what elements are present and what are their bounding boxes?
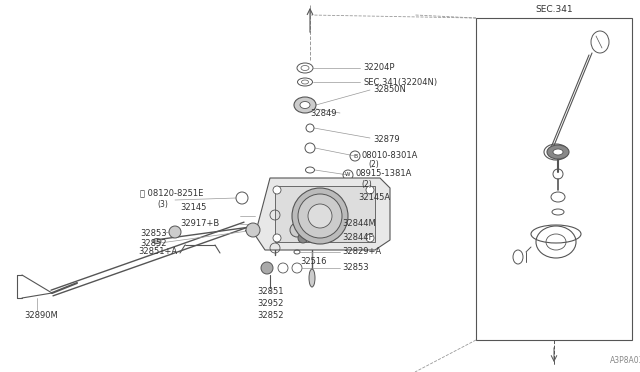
Text: 32829+A: 32829+A: [342, 247, 381, 257]
Text: 32853: 32853: [342, 263, 369, 273]
Circle shape: [298, 194, 342, 238]
Text: W: W: [345, 173, 351, 177]
Text: 32516: 32516: [300, 257, 326, 266]
Text: 32917+B: 32917+B: [180, 219, 220, 228]
Text: 32145: 32145: [180, 203, 206, 212]
Bar: [476, 18, 632, 340]
Text: 32879: 32879: [373, 135, 399, 144]
Text: 32844M: 32844M: [342, 219, 376, 228]
Text: (3): (3): [157, 199, 168, 208]
Ellipse shape: [294, 97, 316, 113]
Text: (2): (2): [361, 180, 372, 189]
Text: 32844F: 32844F: [342, 234, 373, 243]
Circle shape: [366, 186, 374, 194]
Ellipse shape: [547, 145, 569, 159]
Text: 32852: 32852: [140, 238, 166, 247]
Circle shape: [366, 234, 374, 242]
Circle shape: [246, 223, 260, 237]
Ellipse shape: [553, 149, 563, 155]
Text: 32952: 32952: [257, 299, 284, 308]
Ellipse shape: [300, 102, 310, 109]
Text: 32851: 32851: [257, 288, 284, 296]
Bar: [275, 186, 375, 242]
Circle shape: [273, 234, 281, 242]
Text: 32145A: 32145A: [358, 193, 390, 202]
Text: 32204P: 32204P: [363, 64, 394, 73]
Text: A3P8A03/: A3P8A03/: [610, 356, 640, 365]
Text: 32853: 32853: [140, 228, 166, 237]
Circle shape: [169, 226, 181, 238]
Circle shape: [290, 223, 304, 237]
Circle shape: [298, 233, 308, 243]
Text: (2): (2): [368, 160, 379, 170]
Ellipse shape: [153, 238, 161, 244]
Text: 32849: 32849: [310, 109, 337, 118]
Text: B: B: [353, 154, 357, 158]
Circle shape: [273, 186, 281, 194]
Text: SEC.341(32204N): SEC.341(32204N): [363, 77, 437, 87]
Circle shape: [292, 188, 348, 244]
Text: Ⓑ 08120-8251E: Ⓑ 08120-8251E: [140, 189, 204, 198]
Text: 32851+A: 32851+A: [138, 247, 177, 257]
Text: 08915-1381A: 08915-1381A: [355, 170, 412, 179]
Circle shape: [308, 204, 332, 228]
Text: 32890M: 32890M: [24, 311, 58, 320]
Text: SEC.341: SEC.341: [535, 6, 573, 15]
Polygon shape: [255, 178, 390, 250]
Text: 32852: 32852: [257, 311, 284, 321]
Text: 08010-8301A: 08010-8301A: [362, 151, 419, 160]
Circle shape: [261, 262, 273, 274]
Text: 32850N: 32850N: [373, 86, 406, 94]
Ellipse shape: [309, 269, 315, 287]
